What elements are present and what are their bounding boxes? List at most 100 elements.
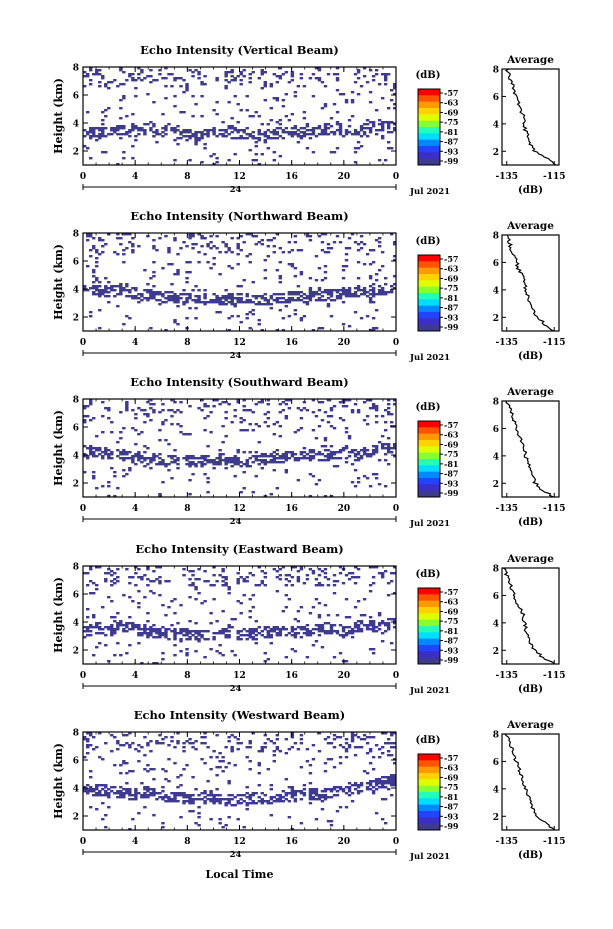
heatmap-cell	[245, 459, 249, 462]
heatmap-cell	[179, 638, 183, 641]
date-day-label: 24	[230, 850, 242, 860]
heatmap-cell	[254, 459, 258, 462]
heatmap-cell	[392, 243, 397, 246]
colorbar-tick-label: -93	[444, 478, 459, 488]
heatmap-cell	[239, 421, 243, 424]
heatmap-cell	[143, 77, 147, 80]
heatmap-cell	[116, 487, 120, 490]
heatmap-cell	[227, 802, 231, 805]
heatmap-cell	[392, 776, 397, 779]
heatmap-cell	[275, 734, 280, 737]
heatmap-cell	[278, 796, 283, 799]
heatmap-cell	[317, 67, 322, 70]
heatmap-cell	[173, 295, 177, 298]
heatmap-cell	[158, 457, 162, 460]
heatmap-cell	[269, 85, 274, 88]
heatmap-cell	[230, 746, 234, 749]
heatmap-cell	[317, 602, 322, 605]
heatmap-cell	[95, 293, 99, 296]
heatmap-cell	[155, 131, 159, 134]
heatmap-cell	[374, 473, 379, 476]
average-x-tick-label: -135	[495, 837, 518, 847]
heatmap-cell	[161, 604, 165, 607]
heatmap-cell	[119, 764, 123, 767]
heatmap-cell	[320, 459, 325, 462]
heatmap-cell	[134, 289, 138, 292]
heatmap-cell	[299, 317, 304, 320]
heatmap-cell	[353, 788, 358, 791]
heatmap-cell	[308, 293, 313, 296]
heatmap-cell	[374, 327, 379, 330]
heatmap-cell	[314, 818, 319, 821]
heatmap-cell	[311, 449, 316, 452]
heatmap-cell	[335, 790, 340, 793]
heatmap-cell	[323, 299, 328, 302]
heatmap-cell	[392, 455, 397, 458]
heatmap-cell	[374, 780, 379, 783]
heatmap-cell	[86, 147, 90, 150]
heatmap-cell	[89, 634, 93, 637]
heatmap-cell	[221, 610, 225, 613]
x-tick-label: 12	[233, 338, 246, 348]
heatmap-cell	[365, 415, 370, 418]
heatmap-cell	[245, 808, 249, 811]
heatmap-cell	[179, 111, 183, 114]
heatmap-cell	[371, 768, 376, 771]
heatmap-cell	[140, 293, 144, 296]
heatmap-cell	[179, 77, 183, 80]
heatmap-cell	[170, 740, 174, 743]
heatmap-cell	[107, 788, 111, 791]
heatmap-cell	[221, 630, 225, 633]
heatmap-cell	[188, 235, 192, 238]
colorbar-swatch	[418, 804, 440, 812]
heatmap-cell	[302, 111, 307, 114]
heatmap-cell	[221, 459, 225, 462]
heatmap-cell	[167, 606, 171, 609]
heatmap-cell	[113, 495, 117, 498]
average-y-tick-label: 6	[493, 259, 499, 269]
heatmap-cell	[125, 772, 129, 775]
heatmap-cell	[113, 654, 117, 657]
heatmap-cell	[113, 578, 117, 581]
heatmap-cell	[377, 237, 382, 240]
heatmap-cell	[113, 764, 117, 767]
heatmap-cell	[305, 624, 310, 627]
heatmap-cell	[338, 756, 343, 759]
heatmap-cell	[167, 263, 171, 266]
heatmap-cell	[305, 147, 310, 150]
heatmap-cell	[191, 776, 195, 779]
heatmap-cell	[245, 255, 249, 258]
heatmap-cell	[140, 746, 144, 749]
heatmap-cell	[113, 289, 117, 292]
heatmap-cell	[218, 644, 222, 647]
heatmap-cell	[368, 620, 373, 623]
heatmap-cell	[179, 774, 183, 777]
heatmap-cell	[284, 574, 289, 577]
heatmap-cell	[122, 734, 126, 737]
heatmap-cell	[146, 457, 150, 460]
heatmap-cell	[152, 135, 156, 138]
heatmap-cell	[215, 297, 219, 300]
heatmap-cell	[149, 457, 153, 460]
heatmap-cell	[227, 317, 231, 320]
heatmap-cell	[110, 570, 114, 573]
heatmap-cell	[227, 133, 231, 136]
heatmap-cell	[287, 816, 292, 819]
heatmap-cell	[227, 71, 231, 74]
heatmap-cell	[347, 451, 352, 454]
heatmap-cell	[359, 145, 364, 148]
heatmap-cell	[194, 622, 198, 625]
heatmap-cell	[104, 784, 108, 787]
heatmap-cell	[200, 399, 204, 402]
heatmap-cell	[242, 471, 246, 474]
heatmap-cell	[338, 93, 343, 96]
heatmap-cell	[383, 79, 388, 82]
heatmap-cell	[251, 794, 255, 797]
heatmap-cell	[278, 75, 283, 78]
colorbar-unit: (dB)	[416, 735, 441, 746]
heatmap-cell	[311, 329, 316, 332]
heatmap-cell	[122, 427, 126, 430]
heatmap-cell	[344, 738, 349, 741]
heatmap-cell	[311, 628, 316, 631]
heatmap-cell	[212, 584, 216, 587]
